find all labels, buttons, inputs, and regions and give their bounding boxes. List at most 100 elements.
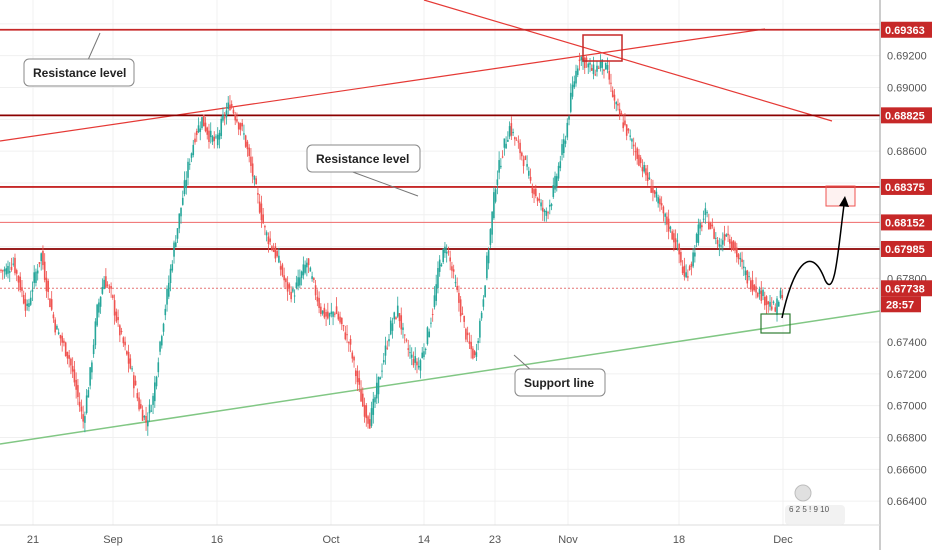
- candle-body: [403, 334, 406, 336]
- candle-body: [274, 246, 277, 259]
- candle-body: [89, 367, 91, 386]
- candle-body: [185, 179, 188, 189]
- candle-body: [225, 110, 228, 118]
- candle-body: [94, 321, 97, 346]
- candle-body: [87, 390, 90, 398]
- candle-body: [0, 269, 2, 271]
- candle-body: [660, 203, 663, 206]
- svg-text:Resistance level: Resistance level: [33, 66, 126, 80]
- candle-body: [381, 370, 383, 372]
- candle-body: [290, 291, 292, 300]
- candle-body: [21, 287, 23, 291]
- candle-body: [466, 332, 469, 336]
- candle-body: [531, 187, 534, 194]
- candle-body: [680, 252, 682, 263]
- candle-body: [85, 395, 88, 413]
- candle-body: [618, 108, 621, 115]
- candle-body: [713, 228, 715, 239]
- candle-body: [655, 191, 658, 198]
- candle-body: [725, 234, 728, 237]
- candle-body: [108, 286, 111, 288]
- candle-body: [743, 266, 745, 269]
- candle-body: [674, 238, 677, 249]
- candle-body: [29, 297, 32, 305]
- candle-body: [650, 187, 652, 193]
- candle-body: [611, 90, 614, 97]
- candle-body: [265, 232, 268, 236]
- candle-body: [3, 269, 6, 272]
- candle-body: [550, 204, 553, 207]
- candle-body: [430, 322, 432, 324]
- candle-body: [113, 300, 116, 316]
- time-tick: 18: [673, 534, 685, 546]
- candle-body: [187, 161, 189, 178]
- candle-body: [528, 170, 530, 176]
- candle-body: [234, 114, 237, 121]
- candle-body: [500, 165, 502, 168]
- candle-body: [388, 339, 390, 342]
- candle-body: [569, 92, 572, 112]
- candle-body: [435, 284, 437, 301]
- candle-body: [43, 261, 46, 280]
- candle-body: [318, 297, 320, 308]
- candle-body: [316, 296, 319, 302]
- candle-body: [587, 63, 590, 68]
- candle-body: [384, 345, 387, 356]
- level-price-tag: 0.68375: [881, 178, 932, 195]
- candle-body: [57, 332, 60, 335]
- watermark-logo: 6 2 5 ! 9 10: [785, 484, 845, 525]
- candle-body: [636, 148, 638, 159]
- candle-body: [695, 234, 698, 243]
- candle-body: [220, 118, 223, 137]
- candle-body: [197, 125, 200, 133]
- price-tick: 0.66800: [887, 433, 927, 445]
- candle-body: [50, 299, 53, 310]
- time-tick: 16: [211, 534, 223, 546]
- candle-body: [106, 284, 109, 286]
- candle-body: [159, 341, 161, 352]
- candle-body: [342, 325, 345, 327]
- candle-body: [603, 69, 605, 72]
- candle-body: [599, 61, 602, 69]
- candle-body: [627, 128, 630, 131]
- candle-body: [164, 308, 167, 316]
- candle-body: [325, 312, 327, 317]
- candle-body: [59, 334, 62, 339]
- candle-body: [80, 406, 83, 412]
- candle-body: [755, 286, 757, 293]
- descending-trendline: [423, 0, 833, 122]
- candle-body: [433, 295, 436, 308]
- candle-body: [706, 212, 708, 214]
- candle-body: [566, 122, 569, 138]
- candle-body: [694, 252, 696, 257]
- svg-text:6 2 5 ! 9 10: 6 2 5 ! 9 10: [789, 505, 830, 514]
- candle-body: [229, 104, 231, 110]
- candle-body: [306, 262, 308, 268]
- candle-body: [332, 311, 334, 317]
- candle-body: [257, 193, 259, 195]
- price-tick: 0.66600: [887, 464, 927, 476]
- candle-body: [141, 409, 144, 421]
- candle-body: [75, 379, 77, 390]
- candle-body: [475, 352, 478, 357]
- candle-body: [360, 389, 362, 402]
- candle-body: [505, 143, 507, 149]
- candle-body: [334, 313, 336, 315]
- candle-body: [300, 271, 303, 279]
- candle-body: [339, 316, 341, 323]
- candle-body: [323, 307, 326, 318]
- candle-body: [496, 179, 499, 186]
- candle-body: [708, 221, 710, 230]
- top-highlight-box: [582, 34, 623, 62]
- candle-body: [105, 276, 107, 288]
- candle-body: [458, 292, 460, 303]
- candle-body: [407, 348, 410, 350]
- candle-body: [341, 317, 343, 325]
- candle-body: [230, 103, 233, 108]
- candle-body: [77, 385, 79, 398]
- candle-body: [671, 231, 673, 240]
- candle-body: [487, 250, 490, 264]
- candle-body: [361, 393, 364, 407]
- candle-body: [414, 356, 417, 363]
